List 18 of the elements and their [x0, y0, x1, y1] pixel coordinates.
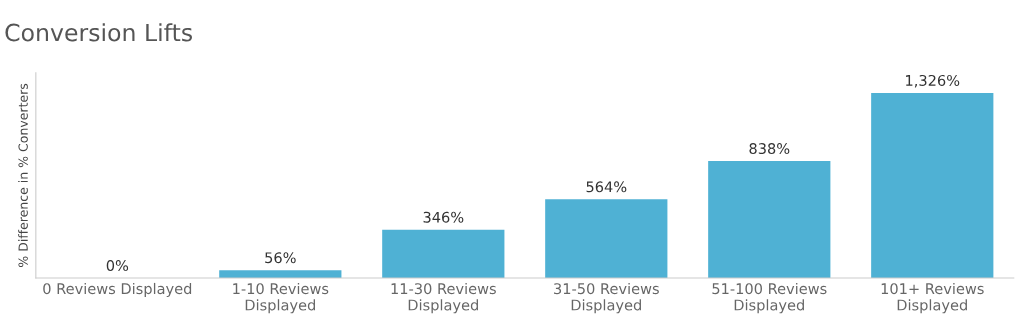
data-label: 1,326% — [906, 74, 960, 88]
x-tick-label: 31-50 Reviews Displayed — [554, 282, 659, 314]
x-tick-label: 101+ Reviews Displayed — [881, 282, 984, 314]
data-label: 0% — [106, 260, 129, 272]
x-tick-label: 0 Reviews Displayed — [43, 282, 192, 298]
x-tick-label: 1-10 Reviews Displayed — [233, 282, 329, 314]
data-label: 346% — [423, 211, 464, 223]
y-axis-title: % Difference in % Converters — [18, 83, 28, 267]
data-label: 564% — [586, 181, 627, 193]
data-label: 56% — [265, 252, 296, 264]
x-tick-label: 51-100 Reviews Displayed — [712, 282, 827, 314]
bar — [708, 161, 831, 279]
chart-title: Conversion Lifts — [5, 23, 192, 42]
bar — [382, 229, 505, 279]
data-label: 838% — [749, 143, 790, 155]
x-tick-label: 11-30 Reviews Displayed — [391, 282, 496, 314]
bar — [545, 199, 668, 279]
bar — [871, 92, 994, 279]
